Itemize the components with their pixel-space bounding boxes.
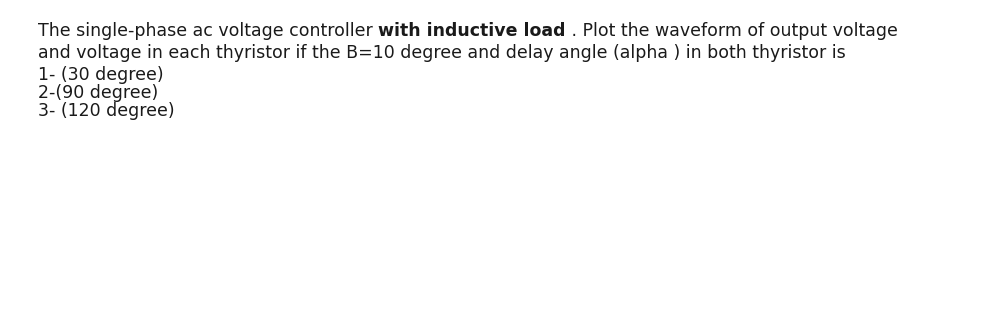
- Text: The single-phase ac voltage controller: The single-phase ac voltage controller: [38, 22, 378, 40]
- Text: 3- (120 degree): 3- (120 degree): [38, 102, 175, 120]
- Text: 1- (30 degree): 1- (30 degree): [38, 66, 164, 84]
- Text: 2-(90 degree): 2-(90 degree): [38, 84, 158, 102]
- Text: with inductive load: with inductive load: [378, 22, 566, 40]
- Text: and voltage in each thyristor if the B=10 degree and delay angle (alpha ) in bot: and voltage in each thyristor if the B=1…: [38, 44, 846, 62]
- Text: . Plot the waveform of output voltage: . Plot the waveform of output voltage: [566, 22, 898, 40]
